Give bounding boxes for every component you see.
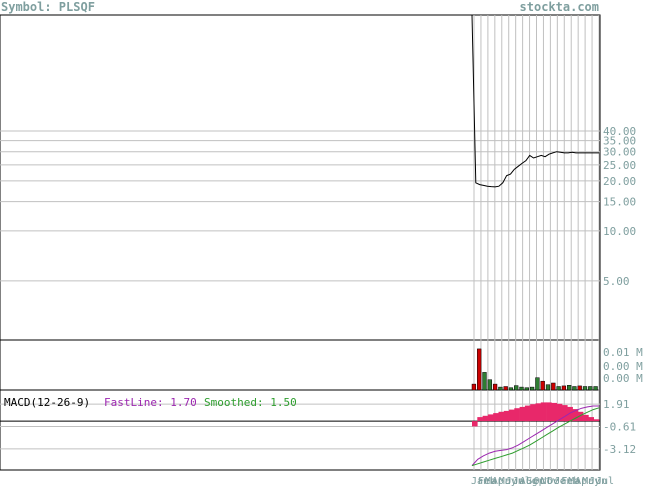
volume-bar bbox=[503, 386, 508, 391]
macd-histogram-bar bbox=[514, 408, 520, 422]
x-tick-label: Jun bbox=[506, 476, 524, 486]
volume-bar bbox=[545, 384, 551, 391]
price-tick-label: 10.00 bbox=[603, 225, 636, 238]
volume-bar bbox=[519, 386, 524, 391]
macd-histogram-bar bbox=[530, 404, 536, 422]
price-tick-label: 25.00 bbox=[603, 159, 636, 172]
x-tick-label: Feb bbox=[478, 476, 496, 486]
macd-smoothed-label: Smoothed: 1.50 bbox=[204, 396, 297, 409]
macd-histogram-bar bbox=[540, 402, 547, 422]
macd-histogram-bar bbox=[519, 406, 526, 422]
macd-tick-label: -0.61 bbox=[603, 421, 636, 434]
volume-bar bbox=[514, 385, 519, 391]
volume-bar bbox=[577, 385, 582, 391]
price-tick-label: 5.00 bbox=[603, 275, 630, 288]
macd-histogram-bar bbox=[482, 415, 489, 422]
macd-histogram-bar bbox=[572, 409, 579, 422]
price-panel-frame bbox=[0, 14, 601, 341]
macd-histogram-bar bbox=[509, 409, 515, 422]
x-tick-label: May bbox=[582, 476, 600, 486]
macd-histogram-bar bbox=[593, 419, 600, 422]
x-tick-label: Oct bbox=[534, 476, 552, 486]
macd-plot bbox=[471, 402, 600, 467]
macd-histogram-bar bbox=[487, 414, 494, 422]
macd-histogram-bar bbox=[583, 414, 589, 422]
volume-bar bbox=[498, 386, 503, 391]
volume-bar bbox=[588, 386, 593, 391]
volume-bar bbox=[593, 386, 598, 391]
volume-bar bbox=[561, 385, 567, 391]
price-line bbox=[471, 14, 599, 188]
x-tick-label: Sep bbox=[527, 476, 545, 486]
macd-histogram-bar bbox=[556, 403, 563, 422]
volume-bar bbox=[508, 387, 514, 391]
volume-tick-label: 0.00 M bbox=[603, 360, 643, 373]
volume-bar bbox=[582, 386, 588, 391]
macd-histogram-bar bbox=[535, 403, 542, 422]
macd-title: MACD(12-26-9) bbox=[4, 396, 90, 409]
macd-histogram-bar bbox=[546, 402, 552, 422]
x-tick-label: Jan bbox=[554, 476, 572, 486]
macd-fastline bbox=[471, 405, 599, 466]
macd-histogram-bar bbox=[551, 402, 557, 422]
x-tick-label: Dec bbox=[547, 476, 565, 486]
volume-bar bbox=[471, 383, 477, 391]
volume-bar bbox=[535, 377, 540, 391]
volume-tick-label: 0.01 M bbox=[603, 346, 643, 359]
macd-histogram-bar bbox=[472, 421, 478, 427]
x-tick-label: Feb bbox=[561, 476, 579, 486]
x-tick-label: Jan bbox=[471, 476, 489, 486]
volume-bar bbox=[477, 348, 482, 391]
macd-histogram-bar bbox=[493, 413, 499, 422]
macd-smoothed-line bbox=[471, 407, 600, 467]
volume-bar bbox=[492, 383, 498, 391]
volume-panel-frame bbox=[0, 339, 601, 391]
x-tick-label: Nov bbox=[540, 476, 558, 486]
volume-bar bbox=[567, 385, 572, 391]
price-tick-label: 30.00 bbox=[603, 146, 636, 159]
x-tick-label: Mar bbox=[568, 476, 586, 486]
x-tick-label: Jun bbox=[589, 476, 607, 486]
volume-bar bbox=[524, 387, 529, 391]
symbol-label: Symbol: PLSQF bbox=[1, 0, 95, 14]
macd-histogram-bar bbox=[588, 417, 594, 422]
volume-tick-label: 0.00 M bbox=[603, 372, 643, 385]
price-plot bbox=[471, 14, 599, 188]
volume-plot bbox=[471, 348, 598, 391]
macd-histogram-bar bbox=[562, 405, 568, 422]
volume-bar bbox=[572, 386, 577, 391]
volume-bar bbox=[540, 380, 545, 391]
macd-histogram-bar bbox=[477, 417, 483, 422]
x-tick-label: Jul bbox=[596, 476, 614, 486]
macd-tick-label: 1.91 bbox=[603, 398, 630, 411]
macd-histogram-bar bbox=[503, 410, 510, 422]
macd-histogram-bar bbox=[567, 406, 573, 422]
volume-bar bbox=[529, 386, 535, 391]
x-tick-label: May bbox=[499, 476, 517, 486]
x-tick-label: Apr bbox=[492, 476, 510, 486]
macd-tick-label: -3.12 bbox=[603, 443, 636, 456]
macd-fastline-label: FastLine: 1.70 bbox=[104, 396, 197, 409]
volume-bar bbox=[487, 379, 492, 391]
x-tick-label: Jul bbox=[513, 476, 531, 486]
price-tick-label: 20.00 bbox=[603, 175, 636, 188]
macd-histogram-bar bbox=[577, 411, 584, 422]
price-tick-label: 15.00 bbox=[603, 196, 636, 209]
x-tick-label: Mar bbox=[485, 476, 503, 486]
macd-panel-frame bbox=[0, 389, 601, 471]
volume-bar bbox=[482, 372, 487, 391]
grid-lines bbox=[0, 15, 600, 470]
site-name[interactable]: stockta.com bbox=[519, 0, 599, 14]
volume-bar bbox=[551, 382, 556, 391]
x-tick-label: Aug bbox=[520, 476, 538, 486]
volume-bar bbox=[556, 386, 561, 391]
macd-histogram-bar bbox=[498, 411, 505, 422]
price-tick-label: 35.00 bbox=[603, 135, 636, 148]
price-tick-label: 40.00 bbox=[603, 125, 636, 138]
axis-labels: JanFebMarAprMayJunJulAugSepOctNovDecJanF… bbox=[471, 125, 643, 486]
x-tick-label: Apr bbox=[575, 476, 593, 486]
macd-histogram-bar bbox=[524, 405, 531, 422]
